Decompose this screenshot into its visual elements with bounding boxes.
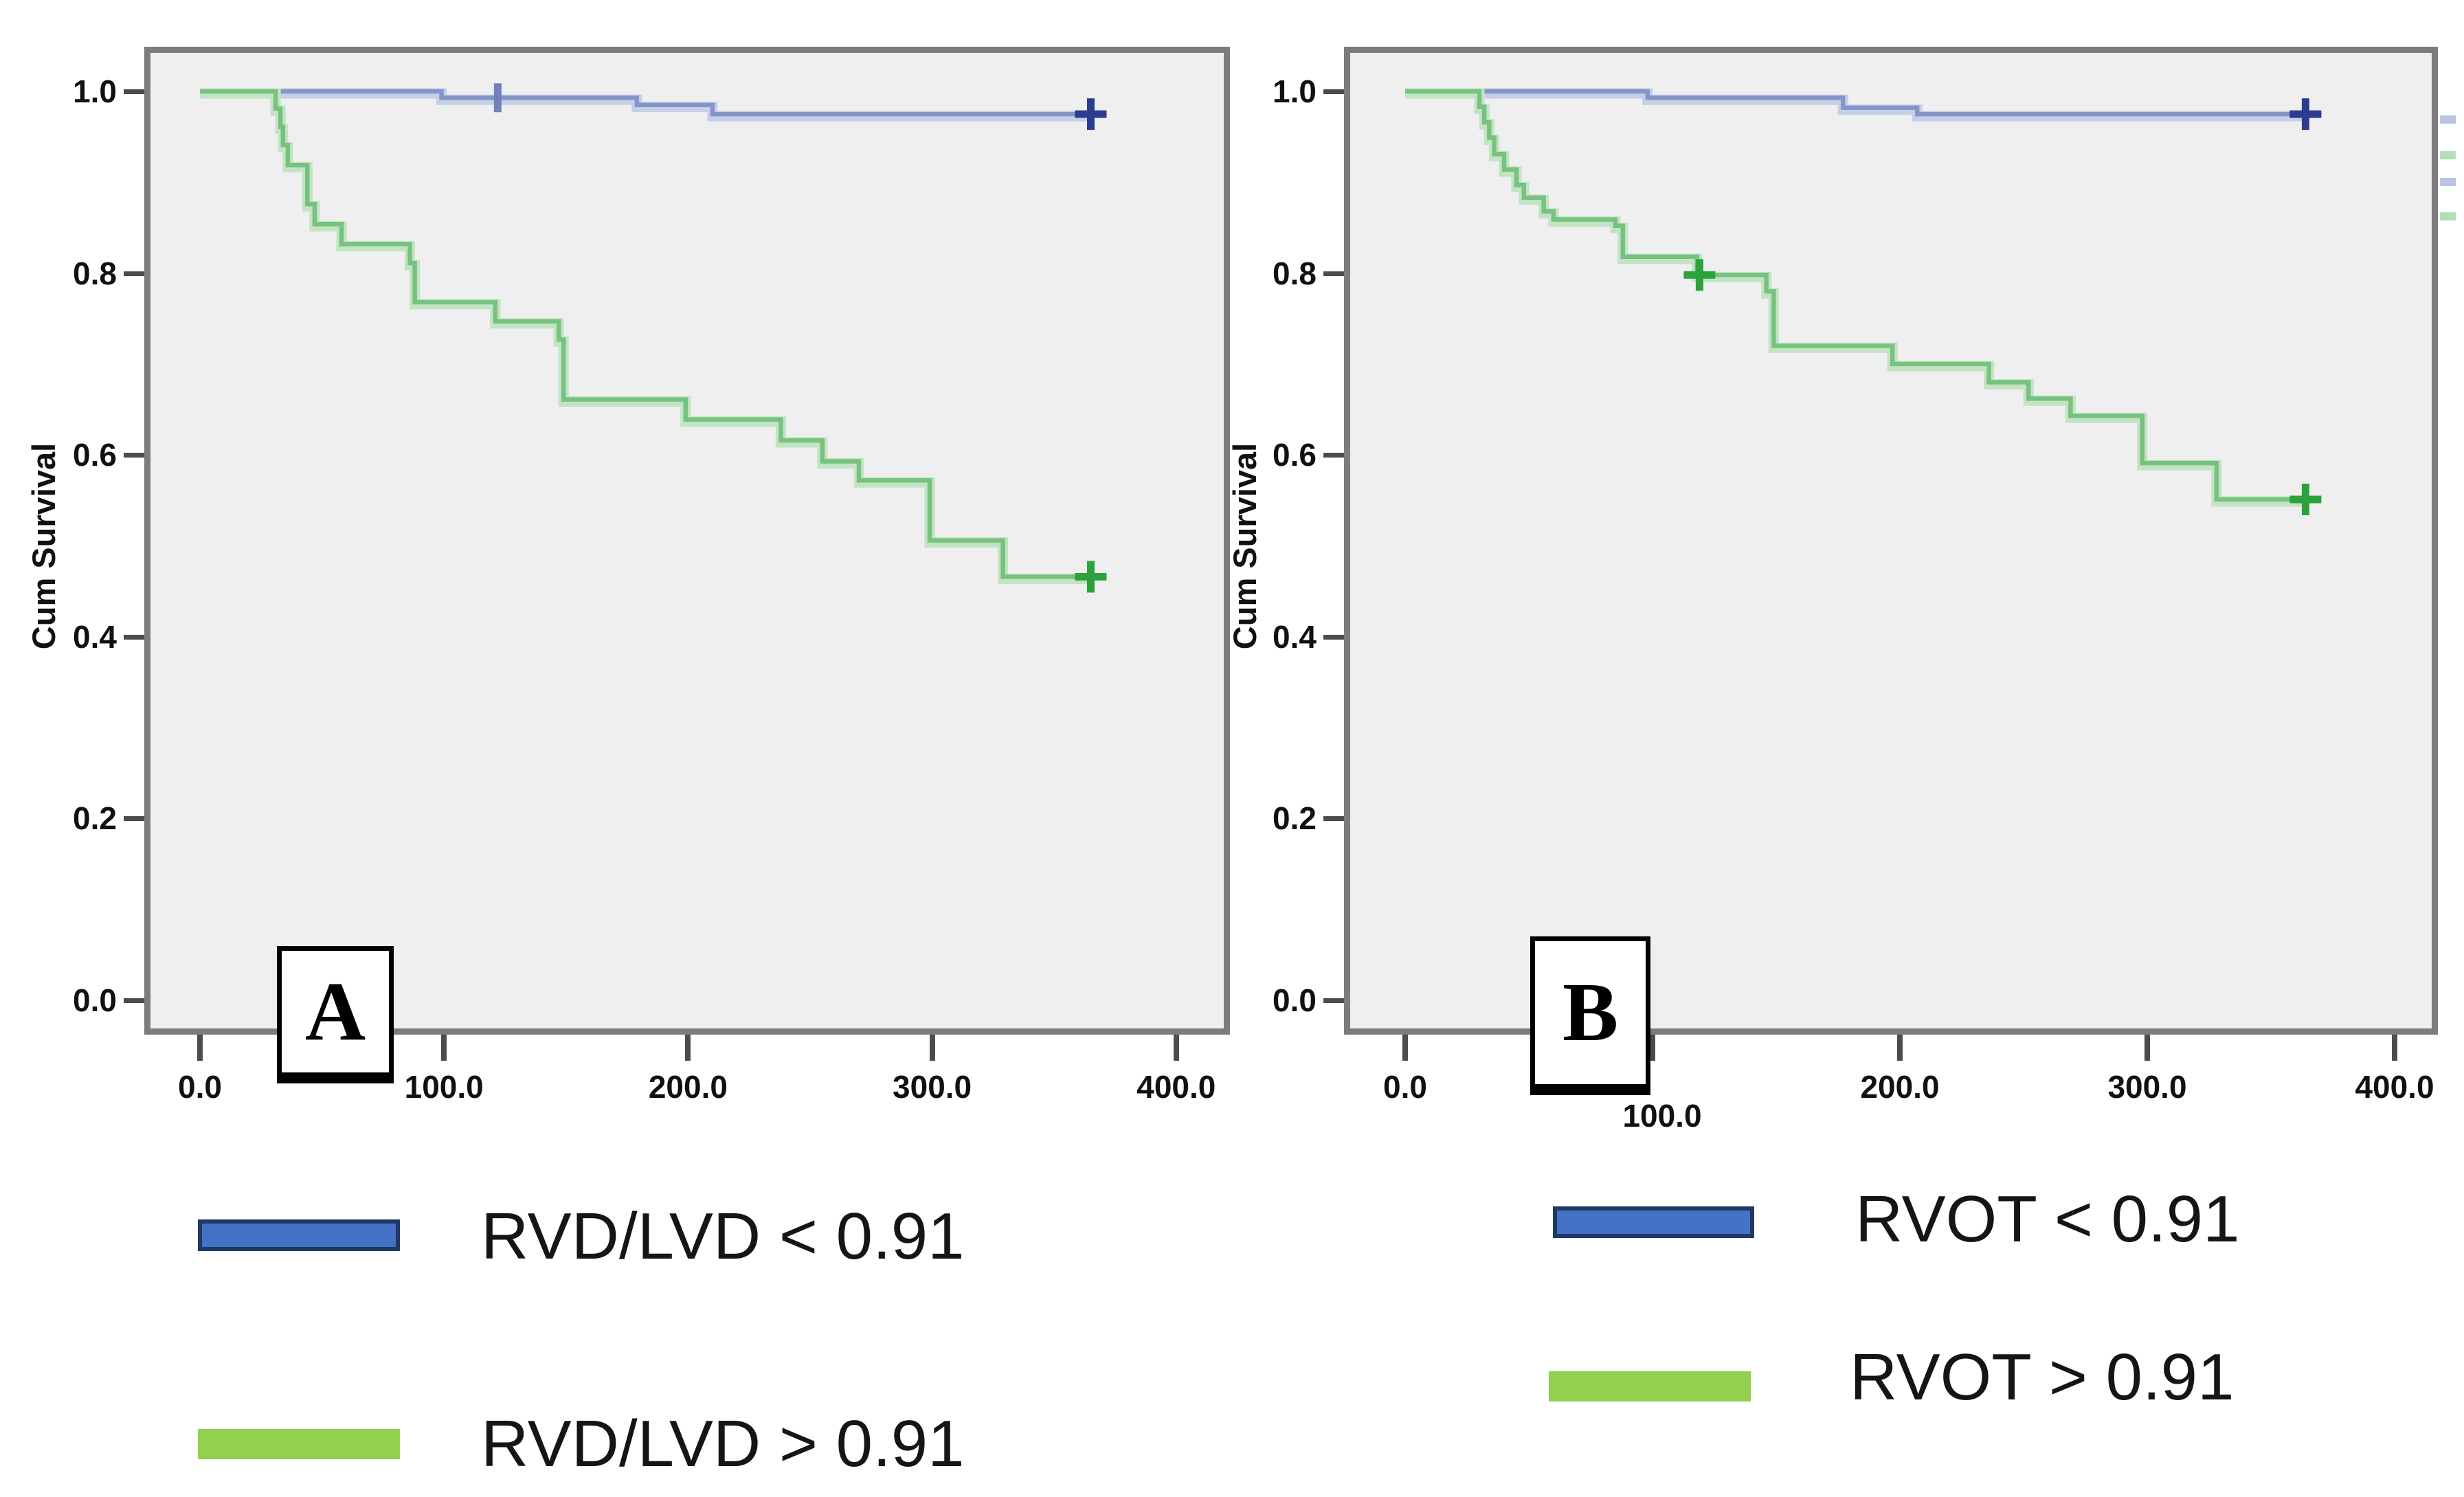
panel-a-y-tick-label-0.0: 0.0 — [73, 982, 117, 1018]
panel-b-y-tick-mark — [1323, 453, 1344, 458]
panel-a-x-tick-label-100.0: 100.0 — [404, 1069, 484, 1105]
panel-b-series-blue-line — [1405, 89, 2306, 117]
panel-a-series-green-halo — [200, 88, 1091, 584]
panel-a-letter: A — [304, 965, 366, 1058]
panel-a-label-box: A — [277, 946, 394, 1083]
panel-a-y-tick-label-1.0: 1.0 — [73, 74, 117, 109]
panel-a-y-tick-mark — [124, 998, 144, 1003]
panel-a-plot-area — [144, 47, 1230, 1035]
legend-a-label-green: RVD/LVD > 0.91 — [481, 1407, 965, 1481]
legend-a-swatch-green — [198, 1429, 400, 1459]
panel-b-series-green-halo — [1405, 88, 2306, 507]
panel-a-y-tick-mark — [124, 816, 144, 822]
panel-b-x-tick-mark — [2144, 1035, 2150, 1061]
panel-a-x-tick-label-0.0: 0.0 — [178, 1069, 222, 1105]
panel-b-blue-censor-plus — [2289, 98, 2322, 131]
panel-b-green-censor-plus — [2289, 484, 2322, 516]
panel-a-y-tick-label-0.6: 0.6 — [73, 437, 117, 473]
panel-a-blue-censor-plus — [1075, 98, 1107, 131]
edge-artifact-blue-mark — [2440, 178, 2456, 186]
panel-b-y-tick-mark — [1323, 89, 1344, 94]
panel-b-x-tick-mark — [1897, 1035, 1903, 1061]
panel-b-x-tick-label-200.0: 200.0 — [1860, 1069, 1940, 1105]
panel-a-series-blue-line — [200, 89, 1091, 117]
panel-b-x-tick-label-300.0: 300.0 — [2107, 1069, 2187, 1105]
edge-artifact-green-mark — [2440, 151, 2456, 159]
panel-a-y-tick-mark — [124, 634, 144, 640]
panel-a-y-tick-label-0.2: 0.2 — [73, 800, 117, 837]
legend-a-label-blue: RVD/LVD < 0.91 — [481, 1200, 965, 1273]
legend-b-swatch-blue — [1553, 1206, 1754, 1238]
legend-a-swatch-blue — [198, 1219, 400, 1251]
panel-b-y-tick-mark — [1323, 998, 1344, 1003]
edge-artifact-blue-mark — [2440, 115, 2456, 124]
panel-a-y-tick-label-0.4: 0.4 — [73, 618, 117, 655]
legend-b-label-blue: RVOT < 0.91 — [1855, 1182, 2240, 1256]
panel-a-x-tick-mark — [685, 1035, 691, 1061]
panel-a-series-green-line — [200, 89, 1091, 579]
panel-a-x-tick-label-400.0: 400.0 — [1136, 1069, 1216, 1105]
panel-b-plot-area — [1344, 47, 2438, 1035]
panel-b-green-censor-plus — [1683, 259, 1716, 291]
panel-b-x-tick-mark — [2392, 1035, 2397, 1061]
panel-b-y-tick-mark — [1323, 271, 1344, 276]
panel-b-x-tick-label-100.0: 100.0 — [1622, 1098, 1702, 1134]
panel-b-y-tick-label-1.0: 1.0 — [1273, 74, 1317, 109]
panel-b-y-tick-mark — [1323, 816, 1344, 822]
panel-a-green-censor-plus — [1075, 561, 1107, 593]
panel-a-x-tick-label-300.0: 300.0 — [893, 1069, 972, 1105]
panel-b-y-tick-label-0.4: 0.4 — [1273, 618, 1317, 655]
panel-a-y-tick-mark — [124, 89, 144, 94]
panel-b-letter: B — [1562, 966, 1619, 1059]
panel-b-y-tick-label-0.0: 0.0 — [1273, 982, 1317, 1018]
panel-a-x-tick-label-200.0: 200.0 — [648, 1069, 728, 1105]
panel-b-x-tick-label-0.0: 0.0 — [1383, 1069, 1427, 1105]
panel-b-series-green-line — [1405, 89, 2306, 502]
panel-a-x-tick-mark — [929, 1035, 935, 1061]
panel-b-y-tick-mark — [1323, 634, 1344, 640]
panel-a-y-tick-label-0.8: 0.8 — [73, 255, 117, 291]
panel-b-y-tick-label-0.8: 0.8 — [1273, 255, 1317, 291]
panel-b-x-tick-mark — [1650, 1035, 1655, 1061]
panel-b-x-tick-label-400.0: 400.0 — [2355, 1069, 2434, 1105]
panel-a-y-tick-mark — [124, 453, 144, 458]
panel-a-x-tick-mark — [441, 1035, 447, 1061]
panel-b-x-tick-mark — [1402, 1035, 1408, 1061]
panel-a-y-tick-mark — [124, 271, 144, 276]
legend-b-label-green: RVOT > 0.91 — [1850, 1340, 2235, 1414]
panel-b-y-tick-label-0.6: 0.6 — [1273, 437, 1317, 473]
legend-b-swatch-green — [1549, 1371, 1751, 1402]
panel-a-x-tick-mark — [197, 1035, 203, 1061]
panel-b-y-tick-label-0.2: 0.2 — [1273, 800, 1317, 837]
panel-b-label-box: B — [1530, 936, 1650, 1095]
panel-a-x-tick-mark — [1173, 1035, 1179, 1061]
edge-artifact-green-mark — [2440, 212, 2456, 221]
